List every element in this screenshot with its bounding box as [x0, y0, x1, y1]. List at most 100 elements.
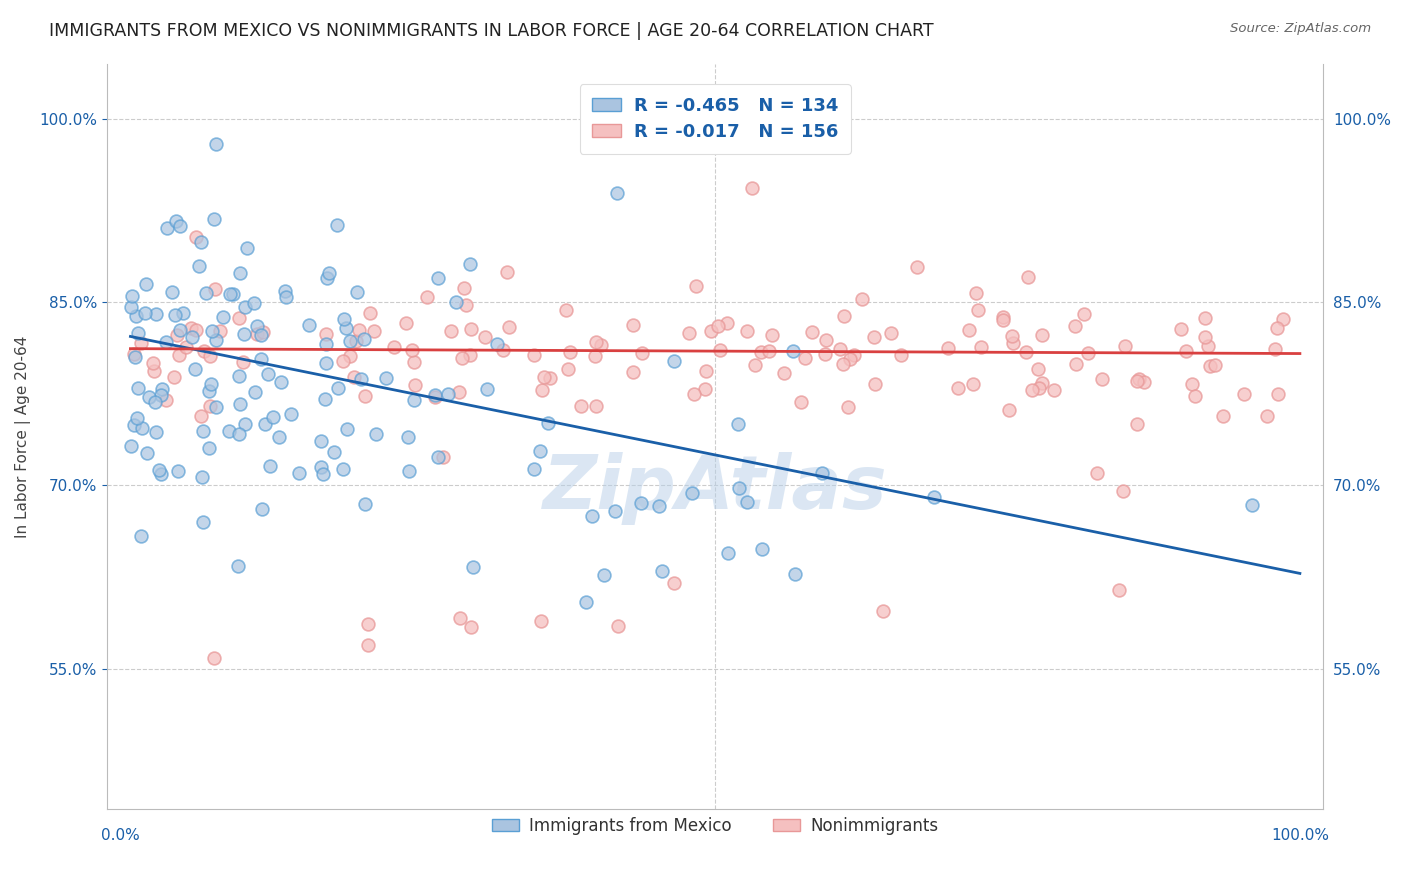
Point: [651, 564, 673, 578]
Point: [127, 410, 149, 425]
Point: [121, 289, 143, 303]
Point: [842, 348, 865, 362]
Point: [332, 354, 354, 368]
Point: [1194, 329, 1216, 343]
Point: [662, 354, 685, 368]
Point: [814, 346, 837, 360]
Point: [454, 298, 477, 312]
Point: [1199, 359, 1222, 374]
Point: [233, 417, 256, 431]
Point: [709, 343, 731, 357]
Point: [150, 383, 173, 397]
Point: [169, 219, 191, 233]
Point: [682, 387, 704, 401]
Point: [120, 439, 142, 453]
Point: [262, 409, 284, 424]
Point: [194, 286, 217, 301]
Point: [744, 358, 766, 372]
Point: [879, 326, 901, 341]
Point: [772, 366, 794, 380]
Text: IMMIGRANTS FROM MEXICO VS NONIMMIGRANTS IN LABOR FORCE | AGE 20-64 CORRELATION C: IMMIGRANTS FROM MEXICO VS NONIMMIGRANTS …: [49, 22, 934, 40]
Point: [122, 347, 145, 361]
Text: 100.0%: 100.0%: [1271, 828, 1329, 843]
Point: [1042, 383, 1064, 397]
Point: [423, 390, 446, 404]
Point: [366, 427, 388, 442]
Point: [741, 180, 763, 194]
Point: [1194, 310, 1216, 325]
Point: [143, 395, 166, 409]
Point: [737, 325, 759, 339]
Point: [229, 266, 252, 280]
Point: [523, 348, 546, 362]
Point: [453, 281, 475, 295]
Point: [343, 370, 366, 384]
Point: [533, 370, 555, 384]
Point: [449, 610, 471, 624]
Point: [204, 282, 226, 296]
Point: [782, 344, 804, 359]
Point: [1091, 372, 1114, 386]
Point: [134, 305, 156, 319]
Point: [398, 464, 420, 478]
Point: [828, 342, 851, 356]
Point: [460, 620, 482, 634]
Point: [569, 399, 592, 413]
Point: [382, 340, 405, 354]
Point: [315, 336, 337, 351]
Point: [751, 541, 773, 556]
Point: [837, 400, 859, 414]
Point: [1085, 467, 1108, 481]
Point: [693, 382, 716, 396]
Point: [333, 312, 356, 326]
Point: [475, 382, 498, 396]
Point: [156, 220, 179, 235]
Point: [124, 350, 146, 364]
Point: [232, 327, 254, 342]
Point: [1125, 417, 1147, 431]
Point: [728, 481, 751, 495]
Point: [1111, 484, 1133, 499]
Point: [198, 349, 221, 363]
Point: [122, 417, 145, 432]
Point: [905, 260, 928, 275]
Point: [811, 466, 834, 480]
Point: [727, 417, 749, 431]
Point: [957, 323, 980, 337]
Point: [793, 351, 815, 365]
Point: [186, 323, 208, 337]
Point: [150, 467, 173, 482]
Point: [717, 546, 740, 560]
Point: [229, 396, 252, 410]
Point: [970, 341, 993, 355]
Point: [187, 260, 209, 274]
Point: [872, 604, 894, 618]
Point: [353, 332, 375, 346]
Point: [575, 595, 598, 609]
Point: [815, 333, 838, 347]
Point: [1064, 319, 1087, 334]
Point: [257, 368, 280, 382]
Text: 0.0%: 0.0%: [101, 828, 139, 843]
Point: [1256, 409, 1278, 423]
Point: [125, 309, 148, 323]
Point: [700, 324, 723, 338]
Point: [404, 377, 426, 392]
Point: [135, 277, 157, 292]
Point: [946, 381, 969, 395]
Point: [205, 400, 228, 414]
Point: [621, 365, 644, 379]
Point: [396, 430, 419, 444]
Point: [991, 310, 1014, 325]
Point: [163, 370, 186, 384]
Point: [160, 285, 183, 299]
Point: [991, 313, 1014, 327]
Point: [529, 443, 551, 458]
Point: [190, 409, 212, 423]
Point: [200, 376, 222, 391]
Point: [155, 392, 177, 407]
Point: [555, 303, 578, 318]
Point: [537, 417, 560, 431]
Point: [259, 458, 281, 473]
Point: [184, 362, 207, 376]
